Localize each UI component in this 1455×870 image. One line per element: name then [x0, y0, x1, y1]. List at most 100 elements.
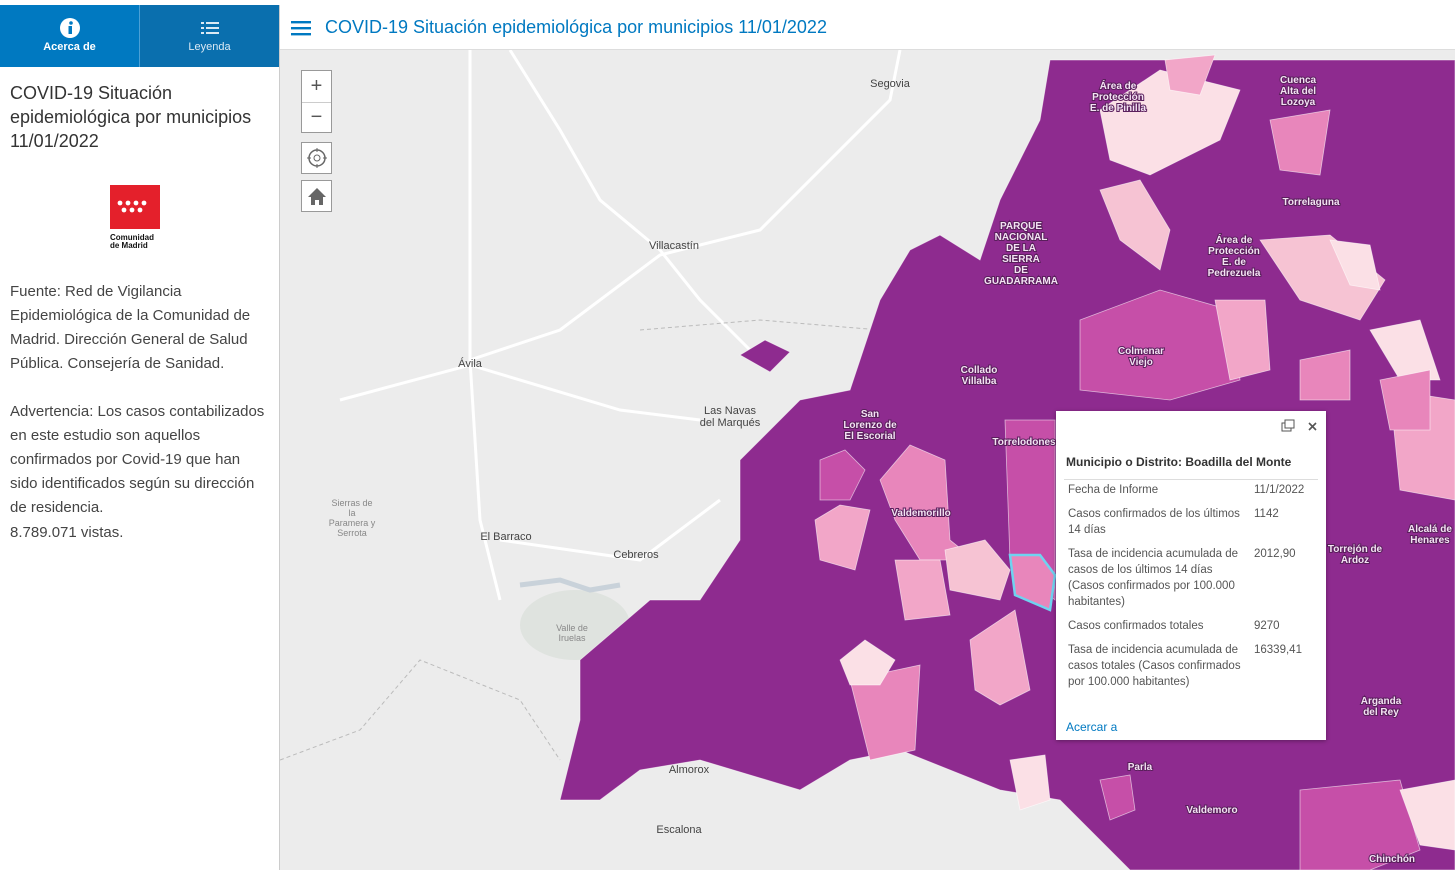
field: Tasa de incidencia acumulada de casos de… — [1068, 548, 1239, 608]
zoom-in[interactable]: + — [302, 71, 331, 103]
tab-legend[interactable]: Leyenda — [140, 5, 279, 67]
map-label: PARQUE — [1000, 221, 1042, 232]
map-label: Chinchón — [1369, 854, 1415, 865]
map-label: la — [348, 508, 355, 518]
sidebar-title: COVID-19 Situación epidemiológica por mu… — [10, 83, 252, 151]
map-label: Lorenzo de — [843, 420, 897, 431]
map-label: Valle de — [556, 623, 588, 633]
map-label: Alcalá de — [1408, 524, 1452, 535]
map-label: Segovia — [870, 78, 911, 90]
logo-text: de Madrid — [110, 241, 148, 250]
map-label: Ávila — [458, 357, 483, 370]
popup: Municipio o Distrito: Boadilla del Monte… — [1056, 411, 1326, 740]
logo: Comunidad de Madrid — [110, 185, 160, 250]
value: 9270 — [1254, 620, 1280, 632]
value: 1142 — [1254, 508, 1279, 520]
map-label: Henares — [1410, 535, 1450, 546]
map-label: SIERRA — [1002, 254, 1040, 265]
value: 11/1/2022 — [1254, 484, 1305, 496]
menu-icon[interactable] — [291, 20, 311, 36]
reservoir — [519, 577, 621, 593]
popup-title: Municipio o Distrito: Boadilla del Monte — [1066, 455, 1292, 469]
map-label: Alta del — [1280, 86, 1316, 97]
field: Casos confirmados totales — [1068, 620, 1204, 632]
map-label: Valdemorillo — [891, 508, 950, 519]
map-label: Serrota — [337, 528, 367, 538]
map-label: Torrelodones — [992, 437, 1056, 448]
map-label: Iruelas — [558, 633, 586, 643]
popup-row: Fecha de Informe 11/1/2022 — [1064, 480, 1318, 505]
map-label: Villalba — [962, 376, 997, 387]
home-button[interactable] — [301, 180, 332, 212]
map-label: Valdemoro — [1186, 805, 1237, 816]
map-label: del Marqués — [700, 417, 761, 429]
logo-text: Comunidad — [110, 233, 154, 242]
zoom-to-link[interactable]: Acercar a — [1066, 720, 1118, 734]
map-label: Villacastín — [649, 240, 699, 252]
tabs: Acerca de Leyenda — [0, 5, 279, 67]
map-label: DE — [1014, 265, 1028, 276]
value: 2012,90 — [1254, 548, 1296, 560]
map-label: Pedrezuela — [1208, 268, 1261, 279]
map-label: Área de — [1216, 233, 1253, 246]
home-icon — [308, 188, 326, 205]
views: 8.789.071 vistas. — [10, 524, 124, 541]
map-label: DE LA — [1006, 243, 1036, 254]
popup-row: Casos confirmados totales 9270 — [1064, 616, 1318, 640]
sidebar: Acerca de Leyenda COVID-19 Situación epi… — [0, 5, 280, 870]
map-label: Viejo — [1129, 357, 1153, 368]
map-label: Arganda — [1361, 696, 1402, 707]
map-label: Escalona — [656, 824, 702, 836]
popup-row: Tasa de incidencia acumulada de casos to… — [1064, 640, 1318, 696]
map-label: Collado — [961, 365, 998, 376]
popup-table: Fecha de Informe 11/1/2022 Casos confirma… — [1064, 479, 1318, 696]
map-label: El Escorial — [844, 431, 895, 442]
map-label: Almorox — [669, 764, 710, 776]
zoom-out[interactable]: − — [310, 106, 323, 128]
popup-row: Tasa de incidencia acumulada de casos de… — [1064, 544, 1318, 616]
map-label: Lozoya — [1281, 97, 1316, 108]
map-label: Torrejón de — [1328, 544, 1383, 555]
map-label: San — [861, 409, 879, 420]
paragraph: Advertencia: Los casos contabilizados en… — [10, 403, 265, 516]
field: Tasa de incidencia acumulada de casos to… — [1068, 644, 1241, 688]
map-label: Protección — [1092, 92, 1144, 103]
map-label: Área de — [1100, 79, 1137, 92]
header: COVID-19 Situación epidemiológica por mu… — [280, 5, 1455, 50]
map-label: del Rey — [1363, 707, 1399, 718]
map-label: Ardoz — [1341, 555, 1369, 566]
map-label: El Barraco — [480, 531, 531, 543]
header-title: COVID-19 Situación epidemiológica por mu… — [325, 17, 827, 37]
popup-buttons[interactable] — [1279, 419, 1319, 435]
field: Fecha de Informe — [1068, 484, 1159, 496]
locate-button[interactable] — [301, 142, 332, 174]
map-label: Sierras de — [331, 498, 372, 508]
map-label: Paramera y — [329, 518, 376, 528]
map-label: GUADARRAMA — [984, 276, 1058, 287]
logo-flag — [110, 185, 160, 229]
map-label: Colmenar — [1118, 346, 1164, 357]
map-label: Parla — [1128, 762, 1153, 773]
legend-icon — [200, 22, 219, 34]
map-label: Torrelaguna — [1282, 197, 1339, 208]
map-label: Las Navas — [704, 405, 756, 417]
map-label: Cebreros — [613, 549, 659, 561]
tab-label: Leyenda — [188, 41, 231, 53]
locate-icon — [307, 148, 327, 168]
value: 16339,41 — [1254, 644, 1302, 656]
tab-about[interactable]: Acerca de — [0, 5, 140, 67]
tab-label: Acerca de — [43, 41, 96, 53]
map-label: E. de Pinilla — [1090, 103, 1147, 114]
roads — [339, 50, 902, 601]
map-label: Cuenca — [1280, 75, 1317, 86]
map-label: NACIONAL — [995, 232, 1048, 243]
map-label: Protección — [1208, 246, 1260, 257]
zoom-control: + − — [301, 70, 332, 133]
popup-row: Casos confirmados de los últimos 14 días… — [1064, 504, 1318, 544]
field: Casos confirmados de los últimos 14 días — [1068, 508, 1240, 536]
info-icon — [59, 18, 80, 38]
map-label: E. de — [1222, 257, 1246, 268]
borders — [280, 319, 881, 761]
